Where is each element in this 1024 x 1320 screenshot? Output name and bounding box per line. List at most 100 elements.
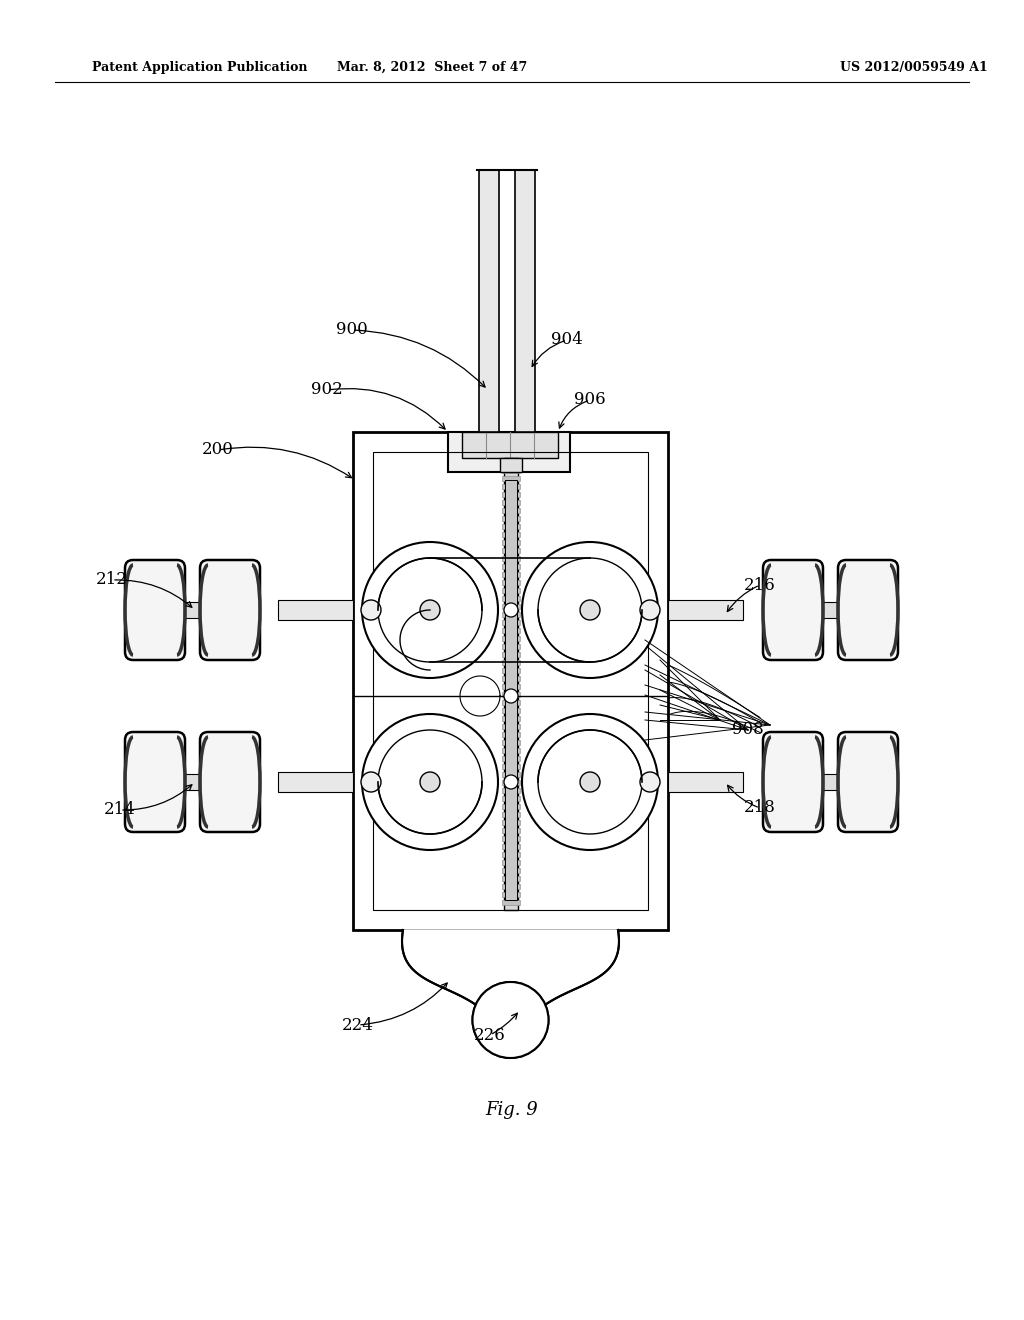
Circle shape bbox=[522, 543, 658, 678]
Bar bbox=[502, 668, 520, 673]
Bar bbox=[502, 508, 520, 513]
Bar bbox=[160, 602, 225, 618]
Bar bbox=[502, 597, 520, 601]
Bar bbox=[502, 628, 520, 634]
Bar bbox=[502, 780, 520, 785]
Text: 900: 900 bbox=[336, 322, 368, 338]
Text: 224: 224 bbox=[342, 1016, 374, 1034]
Bar bbox=[502, 892, 520, 898]
Bar bbox=[502, 851, 520, 857]
Circle shape bbox=[420, 772, 440, 792]
Circle shape bbox=[640, 601, 660, 620]
Circle shape bbox=[361, 601, 381, 620]
Bar bbox=[502, 764, 520, 770]
Circle shape bbox=[420, 601, 440, 620]
Bar bbox=[502, 733, 520, 737]
Text: 904: 904 bbox=[551, 331, 583, 348]
Circle shape bbox=[472, 982, 549, 1059]
Bar bbox=[515, 170, 535, 432]
Text: 200: 200 bbox=[202, 441, 233, 458]
Bar bbox=[502, 540, 520, 545]
Bar bbox=[502, 516, 520, 521]
Bar bbox=[502, 572, 520, 577]
Bar bbox=[788, 774, 873, 789]
Bar bbox=[502, 605, 520, 609]
FancyBboxPatch shape bbox=[838, 560, 898, 660]
Bar bbox=[160, 774, 225, 789]
FancyBboxPatch shape bbox=[763, 733, 823, 832]
Text: US 2012/0059549 A1: US 2012/0059549 A1 bbox=[840, 61, 988, 74]
FancyBboxPatch shape bbox=[200, 560, 260, 660]
Bar bbox=[502, 692, 520, 697]
Bar bbox=[502, 820, 520, 825]
Text: Mar. 8, 2012  Sheet 7 of 47: Mar. 8, 2012 Sheet 7 of 47 bbox=[337, 61, 527, 74]
Bar bbox=[502, 532, 520, 537]
Bar bbox=[502, 612, 520, 616]
Bar bbox=[668, 772, 743, 792]
FancyBboxPatch shape bbox=[125, 733, 185, 832]
Circle shape bbox=[378, 730, 482, 834]
Circle shape bbox=[522, 714, 658, 850]
Bar bbox=[502, 788, 520, 793]
Bar bbox=[502, 900, 520, 906]
Circle shape bbox=[538, 558, 642, 663]
Bar bbox=[502, 748, 520, 752]
Text: 214: 214 bbox=[104, 801, 136, 818]
Bar bbox=[502, 836, 520, 841]
Bar bbox=[502, 828, 520, 833]
Bar bbox=[502, 884, 520, 888]
FancyBboxPatch shape bbox=[838, 733, 898, 832]
Text: 216: 216 bbox=[744, 577, 776, 594]
Bar bbox=[278, 772, 353, 792]
Text: 906: 906 bbox=[574, 392, 606, 408]
Polygon shape bbox=[402, 931, 618, 1020]
Circle shape bbox=[580, 601, 600, 620]
Bar bbox=[502, 741, 520, 744]
Circle shape bbox=[640, 772, 660, 792]
Bar bbox=[502, 459, 520, 465]
Bar bbox=[502, 843, 520, 849]
Circle shape bbox=[362, 714, 498, 850]
Bar bbox=[502, 684, 520, 689]
Circle shape bbox=[580, 772, 600, 792]
Bar bbox=[502, 756, 520, 762]
Circle shape bbox=[504, 775, 518, 789]
Bar bbox=[502, 660, 520, 665]
Bar bbox=[502, 524, 520, 529]
Bar bbox=[502, 548, 520, 553]
Bar bbox=[502, 620, 520, 624]
Bar bbox=[479, 170, 499, 432]
Circle shape bbox=[361, 772, 381, 792]
Bar bbox=[668, 601, 743, 620]
Bar bbox=[502, 715, 520, 721]
Bar bbox=[278, 601, 353, 620]
Bar bbox=[502, 477, 520, 480]
Text: 212: 212 bbox=[96, 572, 128, 589]
Bar bbox=[502, 676, 520, 681]
Bar bbox=[502, 876, 520, 880]
Bar bbox=[502, 796, 520, 801]
Text: Patent Application Publication: Patent Application Publication bbox=[92, 61, 307, 74]
Text: 226: 226 bbox=[474, 1027, 506, 1044]
Circle shape bbox=[378, 558, 482, 663]
Bar bbox=[373, 451, 648, 909]
Bar bbox=[502, 723, 520, 729]
Bar bbox=[504, 458, 518, 909]
Bar bbox=[502, 556, 520, 561]
Bar bbox=[462, 432, 558, 458]
FancyBboxPatch shape bbox=[200, 733, 260, 832]
Bar bbox=[502, 652, 520, 657]
Bar bbox=[353, 432, 668, 931]
Circle shape bbox=[538, 730, 642, 834]
Text: Fig. 9: Fig. 9 bbox=[485, 1101, 539, 1119]
Bar bbox=[502, 869, 520, 873]
Bar bbox=[788, 602, 873, 618]
Bar bbox=[502, 804, 520, 809]
Text: 218: 218 bbox=[744, 800, 776, 817]
Circle shape bbox=[504, 689, 518, 704]
Circle shape bbox=[472, 982, 549, 1059]
Bar bbox=[502, 812, 520, 817]
Bar bbox=[502, 587, 520, 593]
Bar bbox=[502, 500, 520, 506]
Bar bbox=[502, 700, 520, 705]
